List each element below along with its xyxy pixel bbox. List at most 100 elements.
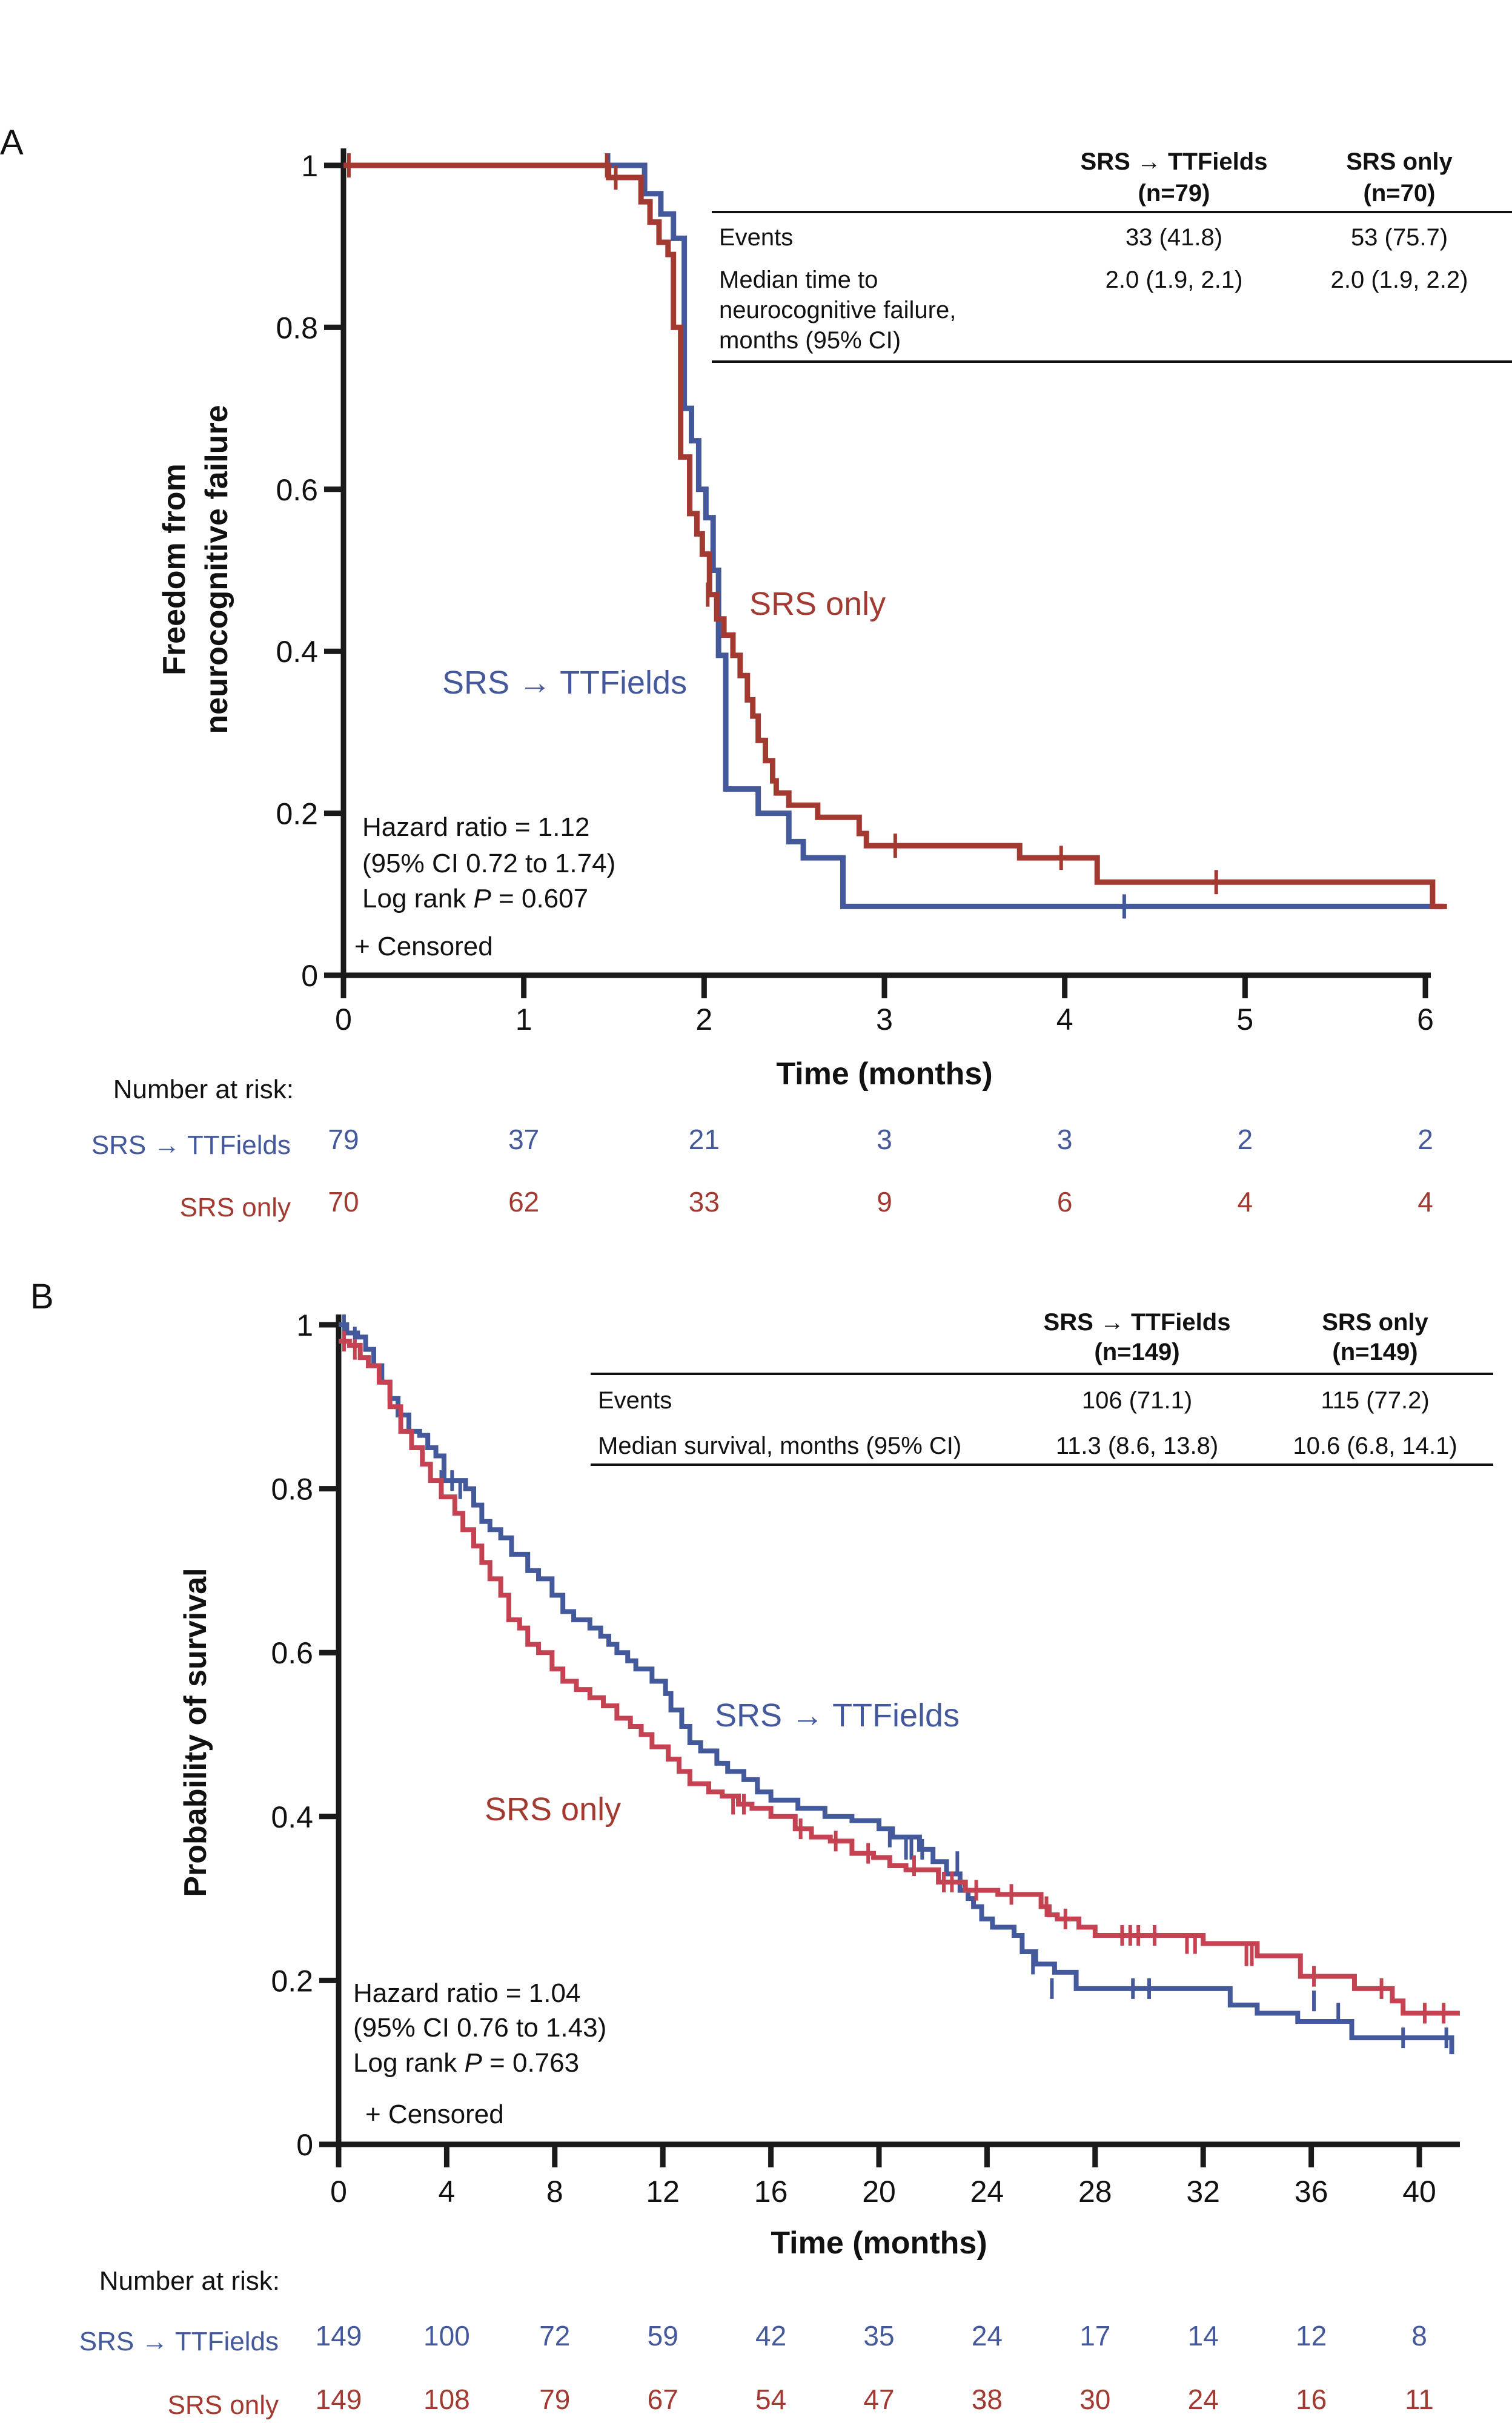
y-tick-label: 0.6: [276, 473, 318, 507]
risk-count: 8: [1411, 2320, 1427, 2352]
hazard-ratio-ci: (95% CI 0.72 to 1.74): [362, 849, 615, 878]
table-cell-value: 33 (41.8): [1126, 224, 1222, 251]
x-axis-title: Time (months): [771, 2226, 987, 2261]
km-curve-srs-ttfields: [339, 1322, 1454, 2055]
table-row-label: Events: [598, 1387, 672, 1414]
table-column-n: (n=70): [1364, 180, 1436, 207]
hazard-ratio-ci: (95% CI 0.76 to 1.43): [353, 2013, 606, 2043]
risk-count: 6: [1057, 1186, 1073, 1218]
table-cell-value: 10.6 (6.8, 14.1): [1293, 1433, 1457, 1459]
table-cell-value: 11.3 (8.6, 13.8): [1056, 1433, 1218, 1459]
km-curve-srs-only: [339, 1339, 1460, 2016]
x-tick-label: 3: [876, 1003, 893, 1036]
curve-label-srs-ttfields: SRS → TTFields: [442, 665, 687, 701]
y-tick-label: 0.8: [271, 1473, 313, 1507]
table-row-label: months (95% CI): [719, 327, 901, 354]
table-row-label: neurocognitive failure,: [719, 297, 956, 323]
risk-count: 4: [1418, 1186, 1433, 1218]
table-column-n: (n=79): [1138, 180, 1210, 207]
risk-count: 108: [423, 2384, 470, 2415]
y-axis-title: Freedom from: [157, 463, 192, 675]
table-row-label: Events: [719, 224, 793, 251]
risk-count: 24: [1188, 2384, 1219, 2415]
risk-group-label: SRS only: [180, 1193, 291, 1222]
y-tick-label: 0.4: [271, 1800, 313, 1834]
x-tick-label: 20: [862, 2175, 896, 2209]
risk-count: 149: [316, 2384, 362, 2415]
risk-count: 35: [863, 2320, 894, 2352]
table-cell-value: 2.0 (1.9, 2.1): [1106, 267, 1243, 293]
y-tick-label: 0.6: [271, 1636, 313, 1670]
risk-count: 17: [1079, 2320, 1110, 2352]
censored-legend: + Censored: [354, 932, 493, 961]
risk-count: 30: [1079, 2384, 1110, 2415]
risk-count: 16: [1296, 2384, 1327, 2415]
table-column-header: SRS → TTFields: [1044, 1309, 1231, 1336]
risk-count: 54: [755, 2384, 786, 2415]
x-tick-label: 28: [1078, 2175, 1112, 2209]
log-rank-value: = 0.763: [482, 2048, 579, 2078]
risk-group-label: SRS → TTFields: [79, 2327, 279, 2356]
y-tick-label: 0: [301, 959, 318, 993]
y-tick-label: 0.2: [276, 797, 318, 831]
x-tick-label: 16: [754, 2175, 788, 2209]
risk-count: 149: [316, 2320, 362, 2352]
table-column-header: SRS only: [1322, 1309, 1428, 1336]
table-cell-value: 53 (75.7): [1351, 224, 1448, 251]
risk-count: 62: [508, 1186, 539, 1218]
hazard-ratio: Hazard ratio = 1.12: [362, 812, 589, 842]
log-rank-p: Log rank P = 0.763: [353, 2048, 579, 2078]
x-tick-label: 8: [546, 2175, 563, 2209]
x-tick-label: 4: [438, 2175, 455, 2209]
panel-letter: B: [30, 1277, 54, 1316]
number-at-risk-title: Number at risk:: [99, 2266, 280, 2296]
hazard-ratio: Hazard ratio = 1.04: [353, 1978, 580, 2008]
panel-a: A 0 0.2 0.4 0.6 0.8 1 0 1 2 3 4 5 6 Time (months) Freed…: [0, 123, 1512, 1222]
risk-count: 2: [1238, 1124, 1253, 1155]
table-row-label: Median time to: [719, 267, 878, 293]
x-tick-label: 40: [1402, 2175, 1436, 2209]
risk-count: 9: [877, 1186, 892, 1218]
y-tick-label: 0: [296, 2128, 313, 2162]
table-column-header: SRS only: [1346, 148, 1453, 175]
y-tick-label: 0.4: [276, 635, 318, 669]
risk-count: 72: [539, 2320, 570, 2352]
risk-count: 3: [877, 1124, 892, 1155]
x-tick-label: 0: [335, 1003, 352, 1036]
risk-count: 11: [1405, 2384, 1434, 2415]
number-at-risk-title: Number at risk:: [113, 1075, 294, 1104]
x-tick-label: 12: [646, 2175, 680, 2209]
risk-count: 79: [328, 1124, 359, 1155]
y-tick-label: 1: [296, 1308, 313, 1342]
risk-count: 24: [972, 2320, 1003, 2352]
x-tick-label: 2: [695, 1003, 712, 1036]
risk-count: 47: [863, 2384, 894, 2415]
log-rank-prefix: Log rank: [362, 884, 473, 913]
panel-letter: A: [0, 123, 24, 162]
x-tick-label: 4: [1056, 1003, 1073, 1036]
km-curve-srs-ttfields: [343, 162, 1444, 909]
curve-label-srs-only: SRS only: [485, 1791, 621, 1828]
panel-b: B 0 0.2 0.4 0.6 0.8 1 0 4 8 12 16 20 24 28 32 36 40 Time (…: [30, 1277, 1493, 2420]
x-tick-label: 24: [970, 2175, 1004, 2209]
risk-count: 70: [328, 1186, 359, 1218]
table-row-label: Median survival, months (95% CI): [598, 1433, 961, 1459]
risk-count: 21: [689, 1124, 720, 1155]
risk-count: 12: [1296, 2320, 1327, 2352]
y-axis-title: Probability of survival: [178, 1568, 213, 1897]
risk-count: 2: [1418, 1124, 1433, 1155]
y-tick-label: 1: [301, 149, 318, 183]
table-column-header: SRS → TTFields: [1081, 148, 1268, 175]
x-tick-label: 6: [1417, 1003, 1434, 1036]
x-axis-title: Time (months): [776, 1056, 992, 1092]
table-column-n: (n=149): [1094, 1339, 1179, 1365]
table-cell-value: 115 (77.2): [1321, 1387, 1429, 1414]
log-rank-p: Log rank P = 0.607: [362, 884, 588, 913]
risk-count: 42: [755, 2320, 786, 2352]
table-cell-value: 106 (71.1): [1082, 1387, 1192, 1414]
log-rank-p-symbol: P: [464, 2048, 482, 2078]
x-tick-label: 32: [1186, 2175, 1220, 2209]
risk-count: 67: [648, 2384, 678, 2415]
table-column-n: (n=149): [1332, 1339, 1418, 1365]
